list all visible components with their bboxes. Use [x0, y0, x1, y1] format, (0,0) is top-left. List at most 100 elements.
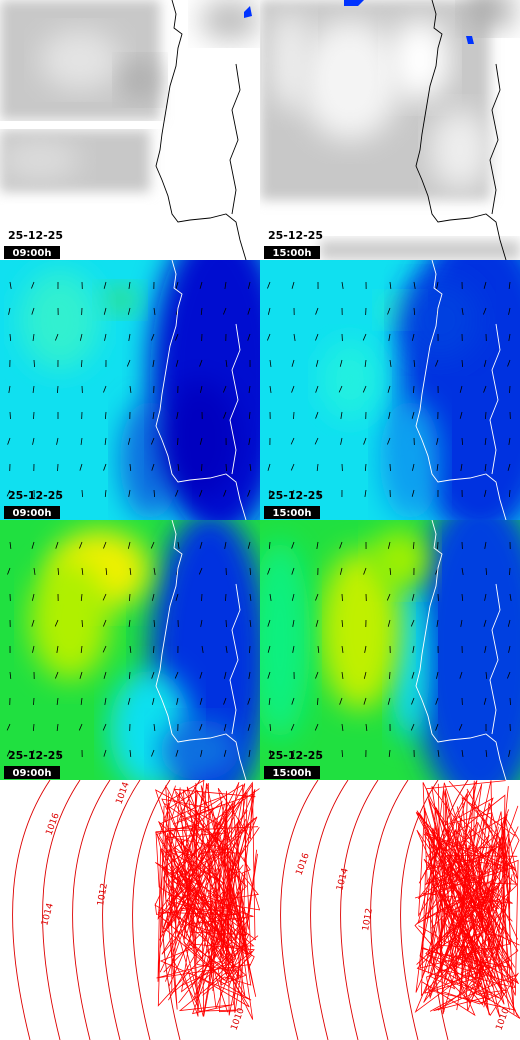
wind-arrow — [57, 385, 59, 394]
wind-arrow — [223, 749, 227, 757]
field-blob — [160, 380, 240, 500]
time-box — [4, 506, 60, 519]
wind-arrow — [507, 359, 511, 367]
isobar-land — [188, 943, 255, 988]
wind-arrow — [248, 671, 251, 679]
isobar-land — [167, 783, 253, 930]
wind-arrow — [223, 723, 227, 731]
wind-arrow — [267, 619, 271, 627]
field-blob — [390, 580, 430, 740]
wind-arrow — [508, 489, 511, 498]
wind-arrow — [387, 437, 391, 445]
wind-arrow — [103, 307, 107, 315]
wind-arrow — [484, 645, 487, 653]
wind-arrow — [128, 619, 131, 627]
wind-arrow — [389, 671, 391, 680]
isobar-land — [154, 861, 250, 956]
coastline — [155, 260, 247, 520]
wind-arrow — [31, 307, 35, 315]
wind-arrow — [31, 619, 35, 627]
wind-arrow — [225, 645, 228, 653]
wind-arrow — [7, 567, 11, 575]
wind-arrow — [508, 437, 511, 445]
wind-arrow — [317, 697, 319, 706]
wind-arrow — [79, 333, 83, 341]
wind-arrow — [177, 541, 180, 549]
wind-arrow — [292, 619, 295, 627]
isobar-land — [422, 805, 516, 1011]
date-label: 25-12-25 — [268, 229, 323, 242]
isobar-label: 1012 — [361, 908, 375, 932]
wind-arrow — [411, 593, 415, 601]
time-box — [4, 246, 60, 259]
rain — [244, 6, 252, 18]
coastline — [155, 520, 247, 780]
wind-arrow — [56, 645, 59, 653]
wind-arrow — [8, 307, 11, 315]
wind-arrow — [102, 593, 107, 601]
time-box — [264, 506, 320, 519]
wind-arrow — [461, 359, 464, 368]
wind-arrow — [387, 307, 391, 315]
wind-arrow — [6, 749, 11, 757]
wind-arrow — [267, 307, 271, 315]
wind-arrow — [315, 359, 319, 367]
wind-arrow — [199, 541, 203, 549]
wind-arrow — [129, 567, 132, 575]
wind-arrow — [201, 463, 203, 472]
wind-arrow — [129, 593, 131, 602]
map-panel: 25-12-25 15:00h — [260, 260, 520, 520]
wind-arrow — [103, 541, 107, 549]
wind-arrow — [483, 281, 487, 289]
wind-arrow — [363, 437, 367, 445]
field-blob — [320, 550, 400, 710]
isobar — [102, 780, 141, 1040]
wind-arrow — [223, 489, 227, 497]
wind-arrow — [291, 567, 295, 575]
date-label: 25-12-25 — [268, 749, 323, 762]
wind-arrow — [365, 723, 368, 731]
wind-arrow — [8, 385, 11, 393]
wind-arrow — [410, 723, 415, 731]
field-blob — [120, 60, 160, 100]
wind-arrow — [175, 489, 179, 497]
wind-arrow — [339, 359, 343, 367]
wind-arrow — [436, 671, 439, 679]
wind-arrow — [317, 645, 320, 654]
wind-arrow — [247, 541, 251, 549]
wind-arrow — [364, 645, 367, 653]
wind-arrow — [291, 489, 295, 497]
wind-arrow — [507, 619, 511, 627]
wind-arrow — [362, 333, 367, 341]
wind-arrow — [103, 749, 107, 757]
wind-arrow — [411, 333, 415, 341]
wind-arrow — [56, 489, 59, 497]
wind-arrow — [223, 697, 227, 705]
wind-arrow — [364, 359, 367, 367]
isobar-land — [431, 804, 517, 958]
wind-arrow — [412, 463, 415, 471]
wind-arrow — [363, 697, 367, 705]
field-blob — [260, 540, 310, 740]
wind-arrow — [249, 645, 251, 654]
wind-arrow — [153, 645, 155, 654]
wind-arrow — [175, 281, 179, 289]
wind-arrow — [223, 307, 227, 315]
wind-arrow — [9, 333, 12, 342]
isobar — [280, 780, 319, 1040]
isobar-land — [427, 829, 510, 966]
wind-arrow — [363, 567, 367, 575]
wind-arrow — [267, 281, 271, 289]
wind-arrow — [200, 749, 203, 757]
wind-arrow — [291, 697, 295, 705]
wind-arrow — [483, 307, 487, 315]
wind-arrow — [175, 749, 179, 757]
wind-arrow — [267, 463, 271, 471]
wind-arrow — [341, 281, 344, 289]
panel-content: 25-12-25 09:00h — [0, 0, 260, 260]
wind-arrow — [249, 463, 252, 471]
wind-arrow — [461, 437, 464, 446]
wind-arrow — [291, 281, 295, 289]
wind-arrow — [199, 489, 203, 497]
isobar-land — [426, 871, 468, 1000]
